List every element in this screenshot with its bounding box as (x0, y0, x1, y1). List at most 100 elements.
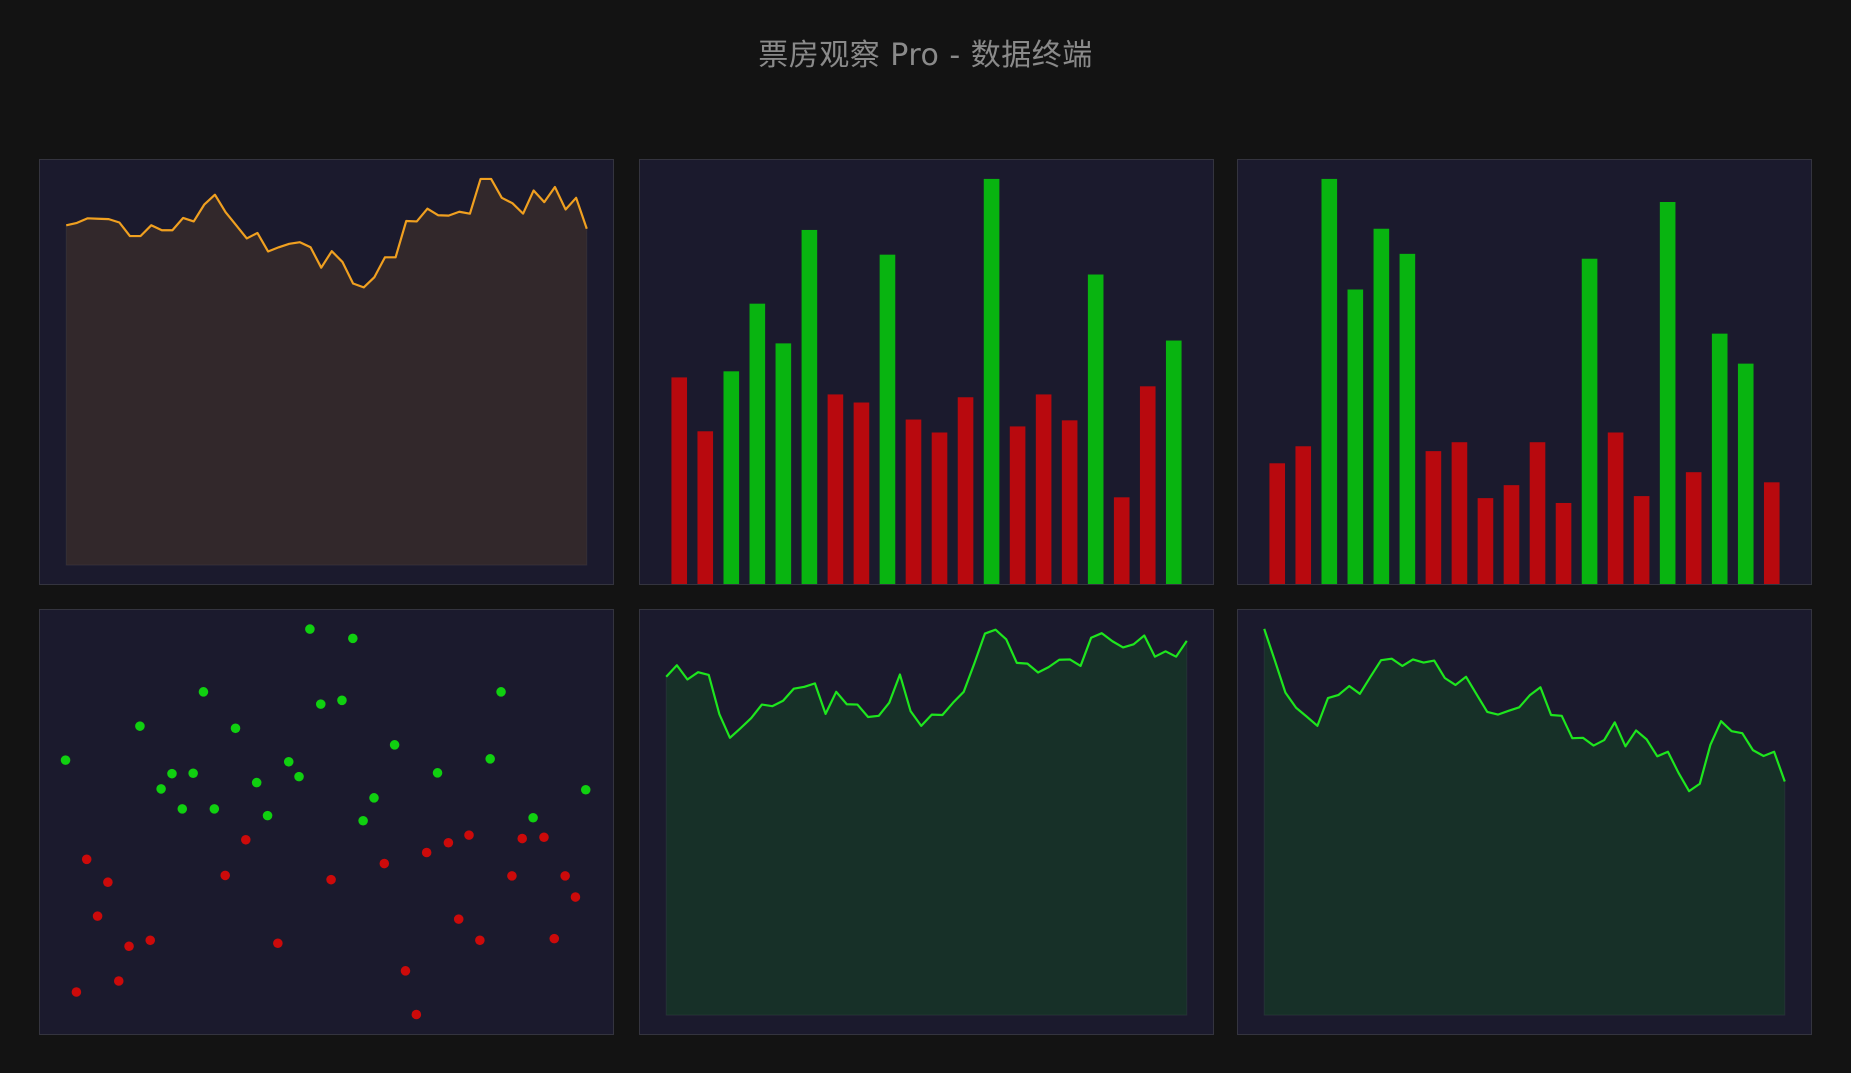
scatter-point (273, 938, 283, 949)
area-fill (665, 629, 1188, 1016)
bar (1529, 442, 1546, 584)
bar-chart-2 (1269, 178, 1780, 584)
bar (957, 397, 974, 584)
bar (1035, 394, 1052, 584)
scatter-point (145, 935, 156, 946)
bar (879, 254, 896, 584)
scatter-point (496, 687, 506, 697)
bar (1711, 333, 1728, 584)
bar (1451, 442, 1468, 584)
bar (1087, 274, 1104, 584)
bar (983, 178, 1000, 584)
bar (1659, 202, 1676, 584)
area-fill (1263, 628, 1786, 1016)
scatter-point (326, 874, 336, 885)
scatter-point (379, 858, 390, 869)
scatter-point (432, 768, 443, 778)
area-chart-3 (1263, 628, 1786, 1016)
bar (723, 371, 740, 584)
bar (1165, 340, 1182, 584)
chart-panel-area-orange (39, 159, 614, 585)
bar (801, 229, 818, 584)
scatter-point (475, 935, 485, 946)
chart-panel-area-green-1 (639, 609, 1214, 1035)
bar (1113, 497, 1130, 584)
scatter-point (421, 847, 432, 858)
bar (1607, 432, 1624, 584)
area-chart-1 (65, 177, 588, 566)
bar (1503, 485, 1520, 584)
scatter-point (358, 815, 368, 826)
chart-panel-area-green-2 (1237, 609, 1812, 1035)
scatter-point (177, 804, 188, 814)
scatter-point (507, 871, 517, 881)
bar (1009, 426, 1026, 584)
bar (749, 303, 766, 584)
scatter-point (485, 754, 495, 764)
page-title: 票房观察 Pro - 数据终端 (758, 38, 1093, 73)
bar (1581, 258, 1598, 584)
area-fill (65, 178, 588, 566)
bar (1425, 451, 1442, 584)
scatter-point (230, 723, 241, 734)
scatter-point (167, 768, 177, 779)
bar (853, 402, 870, 584)
scatter-point (92, 911, 103, 921)
scatter-point (188, 768, 198, 779)
scatter-point (348, 633, 358, 644)
scatter-point (220, 870, 230, 881)
scatter-point (443, 837, 454, 848)
scatter-point (60, 755, 71, 765)
bar (1477, 498, 1494, 584)
scatter-point (453, 914, 464, 924)
scatter-point (517, 833, 528, 844)
bar (1685, 472, 1702, 584)
scatter-point (411, 1009, 422, 1020)
chart-panel-bar-2 (1237, 159, 1812, 585)
scatter-point (464, 830, 474, 840)
scatter-point (241, 835, 251, 845)
scatter-point (580, 784, 591, 795)
bar (1321, 178, 1338, 584)
scatter-point (251, 777, 262, 788)
scatter-chart (60, 624, 591, 1020)
scatter-point (124, 941, 134, 952)
scatter-point (262, 810, 273, 821)
scatter-point (549, 933, 560, 944)
bar (1633, 496, 1650, 584)
bar (827, 394, 844, 584)
scatter-point (528, 812, 538, 823)
scatter-point (570, 892, 581, 902)
series-line (1263, 628, 1786, 793)
bar (1763, 482, 1780, 584)
bar (1269, 463, 1286, 584)
scatter-point (198, 687, 209, 697)
scatter-point (156, 784, 166, 794)
bar (775, 343, 792, 584)
scatter-point (294, 771, 304, 782)
scatter-point (81, 854, 92, 865)
bar (931, 432, 948, 584)
bar (1399, 253, 1416, 584)
scatter-point (103, 877, 113, 887)
chart-panel-scatter (39, 609, 614, 1035)
scatter-point (71, 987, 82, 997)
area-chart-2 (665, 628, 1188, 1016)
bar (1555, 502, 1572, 584)
scatter-point (369, 793, 379, 803)
bar (1347, 289, 1364, 584)
scatter-point (283, 757, 294, 767)
chart-panel-bar-1 (639, 159, 1214, 585)
bar (671, 377, 688, 584)
bar (905, 419, 922, 584)
scatter-point (337, 695, 347, 706)
bar (1061, 420, 1078, 584)
bar-chart-1 (671, 178, 1182, 584)
bar (1139, 386, 1156, 584)
scatter-point (305, 624, 315, 634)
bar (1737, 363, 1754, 584)
scatter-point (400, 966, 411, 976)
bar (697, 431, 714, 584)
series-line (65, 177, 588, 289)
scatter-point (389, 740, 400, 750)
